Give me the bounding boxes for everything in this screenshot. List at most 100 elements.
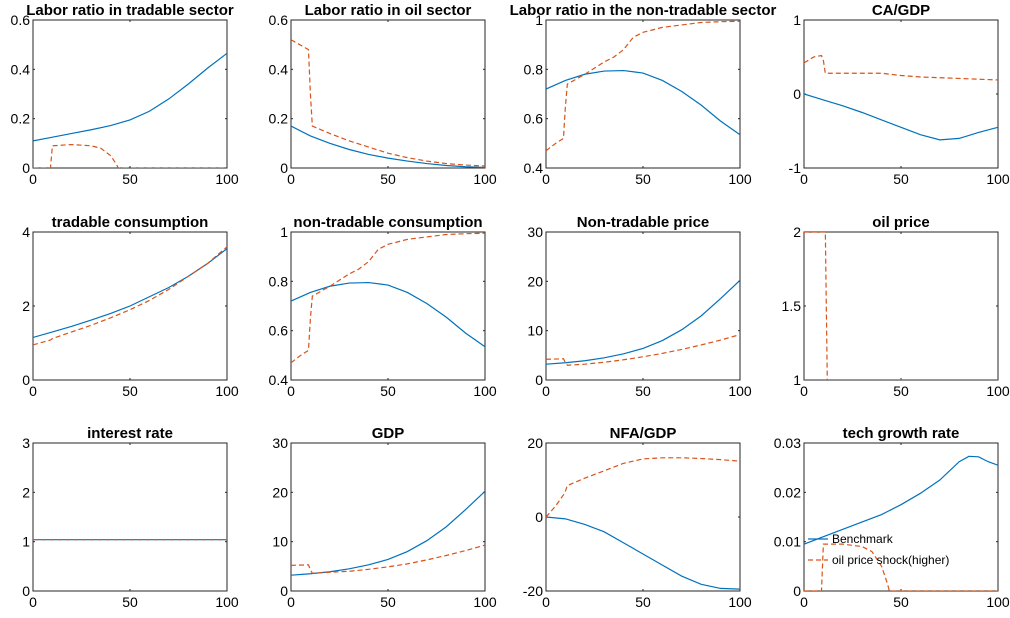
y-tick-label: 0 <box>793 583 801 599</box>
x-tick-label: 0 <box>29 594 37 610</box>
series-oil-price-shock-higher <box>804 543 998 591</box>
y-tick-label: 30 <box>527 224 543 240</box>
x-tick-label: 100 <box>473 383 497 399</box>
x-tick-label: 0 <box>287 594 295 610</box>
panel-interest-rate: interest rate 0 50 100 0 1 2 3 <box>22 425 239 610</box>
y-tick-label: -20 <box>523 583 543 599</box>
series-benchmark <box>804 455 998 545</box>
y-tick-label: 0.6 <box>524 111 544 127</box>
axes-box <box>290 19 486 169</box>
panel-title: oil price <box>872 214 930 231</box>
y-tick-label: 20 <box>527 435 543 451</box>
x-tick-label: 50 <box>122 171 138 187</box>
series-benchmark <box>291 490 485 576</box>
x-tick-label: 50 <box>380 594 396 610</box>
y-tick-label: 20 <box>272 484 288 500</box>
y-tick-label: 2 <box>22 484 30 500</box>
panel-tradable-consumption: tradable consumption 0 50 100 0 2 4 <box>22 214 239 399</box>
series-oil-price-shock-higher <box>291 232 485 364</box>
x-tick-label: 50 <box>893 171 909 187</box>
x-tick-label: 0 <box>542 171 550 187</box>
y-tick-label: 0 <box>280 583 288 599</box>
x-tick-label: 50 <box>635 383 651 399</box>
y-tick-label: 10 <box>272 534 288 550</box>
panel-title: Labor ratio in tradable sector <box>26 2 234 19</box>
y-tick-label: 1 <box>793 372 801 388</box>
series-oil-price-shock-higher <box>546 334 740 366</box>
panel-title: GDP <box>372 425 405 442</box>
series-oil-price-shock-higher <box>804 54 998 81</box>
y-tick-label: 1 <box>793 12 801 28</box>
series-benchmark <box>804 93 998 141</box>
x-tick-label: 100 <box>986 594 1010 610</box>
y-tick-label: 0.2 <box>269 111 289 127</box>
x-tick-label: 50 <box>635 594 651 610</box>
y-tick-label: 0.8 <box>269 273 289 289</box>
panel-title: NFA/GDP <box>610 425 677 442</box>
x-tick-label: 50 <box>893 594 909 610</box>
axes-box <box>32 19 228 169</box>
x-tick-label: 0 <box>542 594 550 610</box>
legend-label-benchmark: Benchmark <box>832 532 894 546</box>
panel-labor-ratio-in-tradable-sector: Labor ratio in tradable sector 0 50 100 0 0.2… <box>11 2 239 187</box>
axes-box <box>545 442 741 592</box>
x-tick-label: 50 <box>122 594 138 610</box>
panel-tech-growth-rate: tech growth rate 0 50 100 0 0.01 0.02 0.03 <box>774 425 1010 610</box>
panel-title: Non-tradable price <box>577 214 710 231</box>
series-oil-price-shock-higher <box>291 544 485 574</box>
y-tick-label: 0.02 <box>774 484 801 500</box>
y-tick-label: 2 <box>793 224 801 240</box>
series-oil-price-shock-higher <box>291 39 485 167</box>
axes-box <box>290 442 486 592</box>
x-tick-label: 0 <box>800 383 808 399</box>
series-oil-price-shock-higher <box>546 457 740 518</box>
series-benchmark <box>291 125 485 168</box>
panel-title: interest rate <box>87 425 173 442</box>
x-tick-label: 50 <box>380 383 396 399</box>
y-tick-label: 10 <box>527 323 543 339</box>
x-tick-label: 100 <box>215 594 239 610</box>
legend-label-oil-price-shock-higher: oil price shock(higher) <box>832 553 949 567</box>
y-tick-label: 0.03 <box>774 435 801 451</box>
y-tick-label: 3 <box>22 435 30 451</box>
y-tick-label: 0.6 <box>269 12 289 28</box>
y-tick-label: 1 <box>22 534 30 550</box>
x-tick-label: 0 <box>29 383 37 399</box>
x-tick-label: 100 <box>473 594 497 610</box>
series-benchmark <box>33 52 227 142</box>
x-tick-label: 100 <box>473 171 497 187</box>
axes-box <box>803 442 999 592</box>
y-tick-label: 0.4 <box>269 372 289 388</box>
x-tick-label: 100 <box>215 171 239 187</box>
panel-title: Labor ratio in the non-tradable sector <box>510 2 777 19</box>
axes-box <box>803 19 999 169</box>
y-tick-label: 0.8 <box>524 61 544 77</box>
y-tick-label: 4 <box>22 224 30 240</box>
axes-box <box>290 231 486 381</box>
panel-title: Labor ratio in oil sector <box>305 2 472 19</box>
series-oil-price-shock-higher <box>33 143 227 168</box>
x-tick-label: 0 <box>287 383 295 399</box>
y-tick-label: 0 <box>22 372 30 388</box>
x-tick-label: 0 <box>542 383 550 399</box>
y-tick-label: 20 <box>527 273 543 289</box>
y-tick-label: 0 <box>22 583 30 599</box>
series-benchmark <box>546 279 740 365</box>
y-tick-label: 2 <box>22 298 30 314</box>
axes-box <box>32 442 228 592</box>
x-tick-label: 0 <box>800 594 808 610</box>
panel-oil-price: oil price 0 50 100 1 1.5 2 <box>782 214 1010 399</box>
panel-gdp: GDP 0 50 100 0 10 20 30 <box>272 425 496 610</box>
x-tick-label: 0 <box>800 171 808 187</box>
x-tick-label: 100 <box>728 171 752 187</box>
y-tick-label: 1 <box>280 224 288 240</box>
panel-labor-ratio-in-oil-sector: Labor ratio in oil sector 0 50 100 0 0.2 0.4 0.… <box>269 2 497 187</box>
y-tick-label: 30 <box>272 435 288 451</box>
axes-box <box>803 231 999 381</box>
x-tick-label: 100 <box>728 594 752 610</box>
series-benchmark <box>546 69 740 136</box>
y-tick-label: 0.4 <box>269 61 289 77</box>
panel-title: CA/GDP <box>872 2 930 19</box>
